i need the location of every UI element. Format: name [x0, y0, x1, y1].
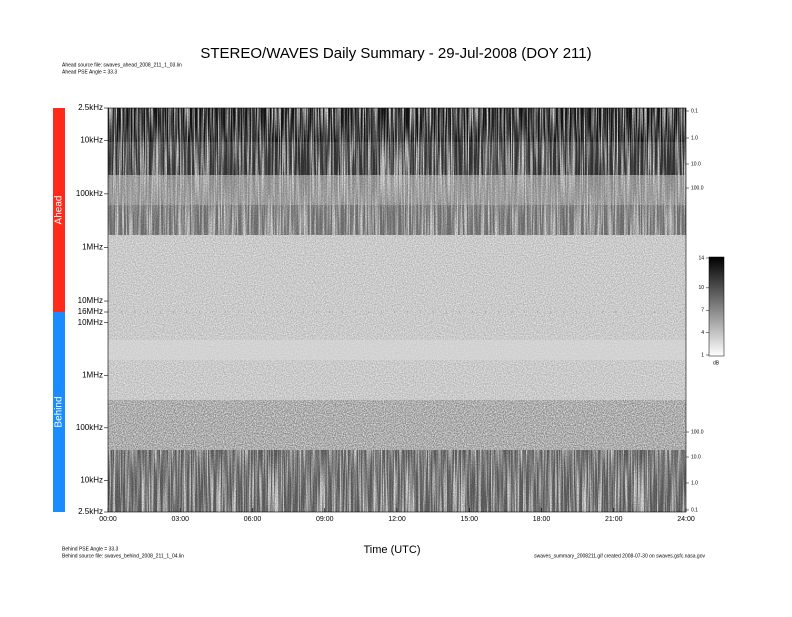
- right-label: 100.0: [691, 185, 704, 191]
- y-tick-label: 1MHz: [82, 243, 103, 252]
- x-tick-label: 15:00: [460, 516, 478, 523]
- ahead-angle: Ahead PSE Angle = 33.3: [62, 69, 117, 75]
- ahead-source: Ahead source file: swaves_ahead_2008_211…: [62, 62, 182, 68]
- behind-angle: Behind PSE Angle = 33.3: [62, 546, 119, 552]
- right-label: 10.0: [691, 161, 701, 167]
- x-tick-label: 18:00: [533, 516, 551, 523]
- spectrogram: [107, 107, 687, 513]
- x-tick-label: 21:00: [605, 516, 623, 523]
- streaks: [108, 450, 686, 512]
- right-label: 1.0: [691, 135, 698, 141]
- y-tick-label: 10MHz: [78, 318, 103, 327]
- colorbar-tick-label: 7: [701, 308, 704, 314]
- colorbar: [708, 256, 725, 357]
- y-tick-label: 2.5kHz: [78, 507, 103, 516]
- y-tick-label: 2.5kHz: [78, 103, 103, 112]
- right-label: 10.0: [691, 454, 701, 460]
- colorbar-tick-label: 1: [701, 352, 704, 358]
- right-label: 0.1: [691, 507, 698, 513]
- colorbar-tick-label: 4: [701, 330, 704, 336]
- colorbar-tick-label: 10: [698, 285, 704, 291]
- panel-bar: [53, 312, 65, 512]
- panel-label: Ahead: [54, 196, 65, 225]
- y-tick-label: 10MHz: [78, 296, 103, 305]
- noise: [108, 400, 686, 450]
- x-tick-label: 12:00: [388, 516, 406, 523]
- y-tick-label: 1MHz: [82, 370, 103, 379]
- x-tick-label: 00:00: [99, 516, 117, 523]
- streaks: [108, 108, 686, 142]
- x-tick-label: 09:00: [316, 516, 334, 523]
- footer: swaves_summary_2008211.gif created 2008-…: [534, 553, 705, 559]
- streaks: [108, 175, 686, 205]
- colorbar-tick-label: 14: [698, 255, 704, 261]
- y-tick-label: 16MHz: [78, 307, 103, 316]
- x-axis-label: Time (UTC): [363, 544, 420, 556]
- x-tick-label: 06:00: [244, 516, 262, 523]
- streaks: [108, 205, 686, 235]
- behind-source: Behind source file: swaves_behind_2008_2…: [62, 553, 184, 559]
- streaks: [108, 142, 686, 175]
- chart-title: STEREO/WAVES Daily Summary - 29-Jul-2008…: [200, 45, 591, 62]
- colorbar-unit: dB: [713, 360, 720, 366]
- y-tick-label: 100kHz: [76, 189, 103, 198]
- panel-label: Behind: [54, 396, 65, 427]
- y-tick-label: 10kHz: [80, 135, 103, 144]
- x-tick-label: 24:00: [677, 516, 695, 523]
- panel-bar: [53, 108, 65, 312]
- band: [108, 340, 686, 360]
- y-tick-label: 10kHz: [80, 475, 103, 484]
- right-label: 1.0: [691, 480, 698, 486]
- y-tick-label: 100kHz: [76, 423, 103, 432]
- right-label: 0.1: [691, 108, 698, 114]
- x-tick-label: 03:00: [171, 516, 189, 523]
- right-label: 100.0: [691, 429, 704, 435]
